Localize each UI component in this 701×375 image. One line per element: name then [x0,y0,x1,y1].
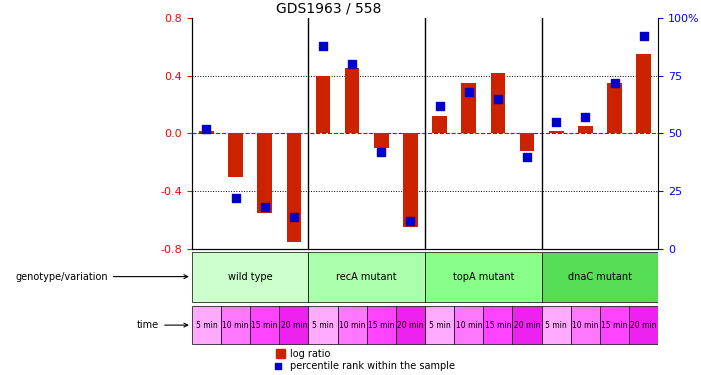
Text: 15 min: 15 min [252,321,278,330]
Text: wild type: wild type [228,272,273,282]
Text: 5 min: 5 min [196,321,217,330]
Text: 20 min: 20 min [397,321,423,330]
FancyBboxPatch shape [512,306,542,344]
FancyBboxPatch shape [542,306,571,344]
Point [550,119,562,125]
Bar [229,134,243,177]
Point [259,204,271,210]
FancyBboxPatch shape [279,306,308,344]
Point [346,61,358,67]
Text: recA mutant: recA mutant [336,272,397,282]
Bar [403,134,418,227]
Point [273,363,284,369]
Text: 15 min: 15 min [601,321,628,330]
FancyBboxPatch shape [192,306,221,344]
FancyBboxPatch shape [600,306,629,344]
Bar [607,83,622,134]
FancyBboxPatch shape [308,252,425,302]
Point [318,43,329,49]
Bar [275,349,285,358]
Point [463,89,475,95]
FancyBboxPatch shape [484,306,512,344]
Bar [199,130,214,134]
Point [638,33,649,39]
Text: 10 min: 10 min [222,321,249,330]
Text: topA mutant: topA mutant [453,272,514,282]
Text: log ratio: log ratio [290,349,330,358]
FancyBboxPatch shape [454,306,484,344]
Point [405,218,416,224]
Bar [287,134,301,242]
Bar [345,69,360,134]
Text: GDS1963 / 558: GDS1963 / 558 [275,2,381,15]
Text: 10 min: 10 min [572,321,599,330]
FancyBboxPatch shape [425,306,454,344]
FancyBboxPatch shape [367,306,396,344]
Text: dnaC mutant: dnaC mutant [568,272,632,282]
Text: percentile rank within the sample: percentile rank within the sample [290,361,455,371]
Point [609,80,620,86]
Text: 5 min: 5 min [545,321,567,330]
Text: 20 min: 20 min [280,321,307,330]
Point [522,153,533,159]
Bar [519,134,534,151]
Text: 20 min: 20 min [630,321,657,330]
Text: time: time [137,320,188,330]
FancyBboxPatch shape [338,306,367,344]
FancyBboxPatch shape [250,306,279,344]
Point [230,195,241,201]
Point [492,96,503,102]
Text: 15 min: 15 min [484,321,511,330]
FancyBboxPatch shape [221,306,250,344]
Point [376,149,387,155]
Bar [315,76,330,134]
Bar [257,134,272,213]
Point [200,126,212,132]
Point [288,214,299,220]
Bar [374,134,388,148]
FancyBboxPatch shape [571,306,600,344]
Text: genotype/variation: genotype/variation [15,272,188,282]
Bar [461,83,476,134]
Bar [491,73,505,134]
FancyBboxPatch shape [396,306,425,344]
FancyBboxPatch shape [308,306,338,344]
FancyBboxPatch shape [629,306,658,344]
Text: 20 min: 20 min [514,321,540,330]
Text: 10 min: 10 min [339,321,365,330]
Bar [433,116,447,134]
Text: 5 min: 5 min [312,321,334,330]
FancyBboxPatch shape [192,252,308,302]
Text: 15 min: 15 min [368,321,395,330]
Point [434,103,445,109]
Bar [578,126,592,134]
Bar [637,54,651,134]
FancyBboxPatch shape [425,252,542,302]
Text: 5 min: 5 min [429,321,451,330]
Point [580,114,591,120]
FancyBboxPatch shape [542,252,658,302]
Text: 10 min: 10 min [456,321,482,330]
Bar [549,130,564,134]
